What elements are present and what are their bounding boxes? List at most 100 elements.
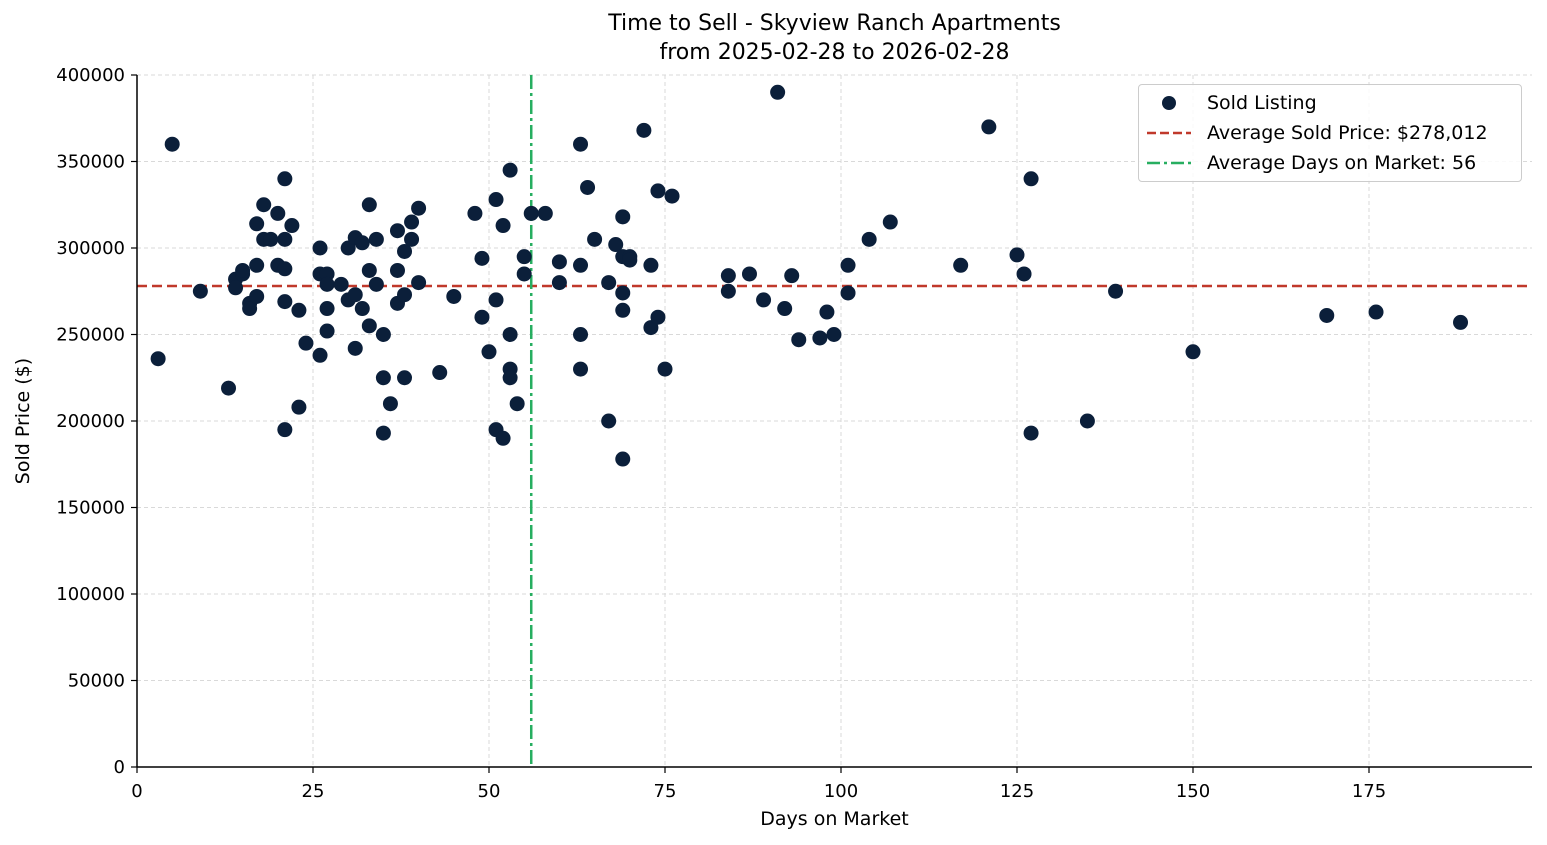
data-point [404,231,420,247]
data-point [1185,344,1201,360]
data-point [411,200,427,216]
dot-icon [1162,96,1176,110]
data-point [622,252,638,268]
x-tick-label: 125 [1000,781,1034,802]
data-point [516,266,532,282]
data-point [164,136,180,152]
data-point [319,276,335,292]
data-point [375,425,391,441]
data-point [270,205,286,221]
data-point [537,205,553,221]
data-point [488,192,504,208]
data-point [228,280,244,296]
data-point [291,399,307,415]
x-tick-label: 50 [478,781,501,802]
data-point [1368,304,1384,320]
data-point [1319,307,1335,323]
data-point [791,332,807,348]
data-point [502,162,518,178]
x-tick-label: 175 [1352,781,1386,802]
data-point [347,287,363,303]
legend-item-average-price: Average Sold Price: $278,012 [1139,118,1488,148]
data-point [375,370,391,386]
data-point [580,179,596,195]
data-point [770,84,786,100]
data-point [333,276,349,292]
data-point [741,266,757,282]
x-tick-label: 25 [302,781,325,802]
legend-item-average-days: Average Days on Market: 56 [1139,148,1476,178]
data-point [319,301,335,317]
legend-label: Average Sold Price: $278,012 [1207,122,1488,144]
dashdot-line-icon [1147,161,1191,165]
data-point [573,136,589,152]
data-point [502,327,518,342]
axis-ticks: 0 25 50 75 100 125 150 175 0 50000 100000 150000 200… [56,65,1386,802]
data-point [432,365,448,381]
x-tick-label: 0 [131,781,142,802]
y-tick-label: 150000 [56,498,125,519]
data-point [495,430,511,446]
data-point [756,292,772,308]
data-point [389,262,405,278]
data-point [861,231,877,247]
data-point [397,243,413,259]
data-point [249,288,265,304]
data-point [615,209,631,225]
data-point [826,327,842,342]
data-point [720,268,736,284]
data-point [411,275,427,291]
data-point [601,275,617,291]
data-point [382,396,398,412]
data-point [354,301,370,317]
data-point [784,268,800,284]
y-tick-label: 400000 [56,65,125,86]
x-tick-label: 150 [1176,781,1210,802]
legend-label: Sold Listing [1207,92,1317,114]
data-point [467,205,483,221]
data-point [1023,171,1039,187]
data-point [1009,247,1025,263]
data-point [256,197,272,213]
data-point [277,294,293,310]
data-point [615,302,631,318]
data-point [720,283,736,299]
y-tick-label: 300000 [56,238,125,259]
data-point [361,318,377,334]
y-tick-label: 0 [114,757,125,778]
data-point [298,335,314,351]
y-tick-label: 100000 [56,584,125,605]
data-point [573,327,589,342]
data-point [319,266,335,282]
data-point [397,370,413,386]
y-tick-label: 350000 [56,152,125,173]
data-point [277,231,293,247]
data-point [474,309,490,325]
dashed-line-icon [1147,131,1191,135]
data-point [953,257,969,273]
data-point [981,119,997,135]
data-point [319,323,335,339]
data-point [587,231,603,247]
data-point [643,257,659,273]
data-point [235,262,251,278]
data-point [277,422,293,438]
data-point [516,249,532,265]
legend-label: Average Days on Market: 56 [1207,152,1477,174]
data-point [263,231,279,247]
data-point [277,261,293,277]
data-point [446,288,462,304]
y-tick-label: 200000 [56,411,125,432]
data-point [601,413,617,429]
data-point [819,304,835,320]
chart-title: Time to Sell - Skyview Ranch Apartments [608,11,1061,36]
data-point [664,188,680,204]
data-point [1453,314,1469,330]
data-point [277,171,293,187]
data-point [242,301,258,317]
data-point [573,257,589,273]
data-point [368,231,384,247]
data-point [840,285,856,301]
data-point [389,223,405,239]
